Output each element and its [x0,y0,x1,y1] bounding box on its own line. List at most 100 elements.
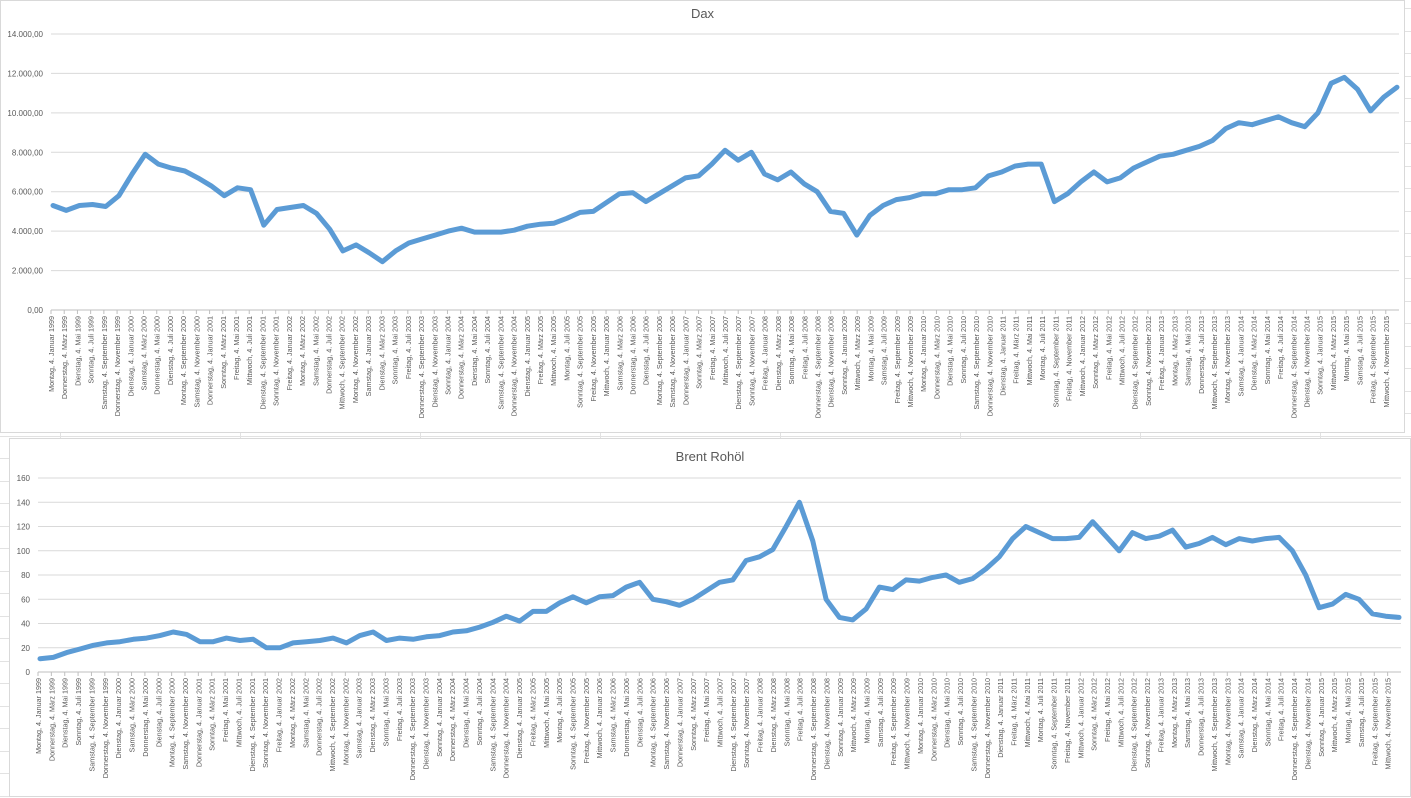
x-tick-label: Sonntag, 4. Januar 2004 [443,316,452,395]
x-tick-label: Dienstag, 4. Juli 2006 [642,316,651,385]
x-tick-label: Samstag, 4. Juli 2009 [880,316,889,385]
x-tick-label: Freitag, 4. November 2011 [1063,678,1072,763]
x-tick-label: Freitag, 4. Juli 2014 [1276,316,1285,379]
x-tick-label: Freitag, 4. Juli 2008 [796,678,805,741]
x-tick-label: Sonntag, 4. Mai 2008 [782,678,791,746]
x-tick-label: Sonntag, 4. November 2012 [1144,316,1153,406]
x-tick-label: Mittwoch, 4. Juli 2007 [721,316,730,385]
y-tick-label: 8.000,00 [12,148,44,157]
x-tick-label: Montag, 4. März 2013 [1170,316,1179,386]
y-tick-label: 140 [17,498,31,507]
brent-chart[interactable]: Brent Rohöl 0 20 40 60 80 100 120 140 160 Montag,… [9,438,1411,797]
x-tick-label: Sonntag, 4. Januar 2009 [836,678,845,757]
x-tick-label: Donnerstag, 4. Juli 2013 [1197,316,1206,394]
x-tick-label: Sonntag, 4. Juli 1999 [74,678,83,746]
x-tick-label: Sonntag, 4. November 2007 [742,678,751,768]
x-tick-label: Dienstag, 4. Januar 2000 [114,678,123,758]
x-tick-label: Sonntag, 4. September 2005 [569,678,578,770]
chart-title: Brent Rohöl [675,449,745,464]
x-tick-label: Dienstag, 4. März 2014 [1250,678,1259,752]
x-tick-label: Samstag, 4. Januar 2014 [1237,678,1246,758]
x-tick-label: Montag, 4. November 2002 [341,678,350,765]
x-tick-label: Dienstag, 4. November 2003 [422,678,431,770]
x-tick-label: Donnerstag, 4. September 2003 [417,316,426,418]
x-tick-label: Mittwoch, 4. Juli 2012 [1116,678,1125,747]
x-tick-label: Dienstag, 4. November 2003 [430,316,439,408]
x-tick-label: Donnerstag, 4. März 2010 [932,316,941,399]
x-tick-label: Dienstag, 4. November 2008 [827,316,836,408]
x-tick-label: Montag, 4. November 2013 [1223,316,1232,403]
x-tick-label: Dienstag, 4. Januar 2011 [999,316,1008,396]
x-tick-label: Freitag, 4. Mai 2012 [1103,678,1112,742]
x-tick-label: Donnerstag, 4. November 1999 [101,678,110,778]
data-series-line[interactable] [37,499,1402,662]
x-tick-label: Montag, 4. Juli 2005 [562,316,571,381]
x-tick-label: Freitag, 4. September 2015 [1369,316,1378,404]
x-tick-label: Samstag, 4. September 1999 [100,316,109,410]
x-tick-label: Freitag, 4. September 2015 [1370,678,1379,766]
x-tick-label: Freitag, 4. Januar 2013 [1157,316,1166,390]
x-tick-label: Montag, 4. Januar 1999 [47,316,56,392]
x-tick-label: Samstag, 4. März 2000 [140,316,149,390]
x-tick-label: Samstag, 4. März 2006 [609,678,618,752]
x-tick-label: Freitag, 4. Mai 2001 [221,678,230,742]
x-tick-label: Freitag, 4. Mai 2012 [1104,316,1113,380]
x-tick-label: Dienstag, 4. September 2001 [258,316,267,410]
dax-chart[interactable]: Dax 0,00 2.000,00 4.000,00 6.000,00 8.000,00… [0,0,1405,433]
x-tick-label: Samstag, 4. September 2010 [972,316,981,410]
y-tick-label: 100 [17,547,31,556]
x-tick-label: Montag, 4. Januar 2010 [916,678,925,754]
x-tick-label: Montag, 4. November 2013 [1223,678,1232,765]
x-tick-label: Dienstag, 4. September 2007 [734,316,743,410]
y-tick-label: 120 [17,523,31,532]
brent-plot-area: 0 20 40 60 80 100 120 140 160 Montag, 4. Januar 1… [17,474,1402,780]
x-tick-label: Mittwoch, 4. Januar 2012 [1078,316,1087,396]
x-tick-label: Mittwoch, 4. November 2009 [906,316,915,407]
x-tick-label: Montag, 4. März 2002 [298,316,307,386]
x-tick-label: Donnerstag, 4. März 2010 [929,678,938,761]
x-tick-label: Sonntag, 4. November 2001 [272,316,281,406]
x-tick-label: Donnerstag, 4. September 2014 [1290,678,1299,780]
x-tick-label: Donnerstag, 4. September 2008 [809,678,818,780]
data-series-line[interactable] [50,74,1400,265]
dax-plot-area: 0,00 2.000,00 4.000,00 6.000,00 8.000,00 10.0… [7,30,1400,418]
x-tick-label: Mittwoch, 4. November 2009 [903,678,912,769]
x-tick-label: Montag, 4. März 2002 [288,678,297,748]
x-tick-label: Dienstag, 4. Juli 2006 [635,678,644,747]
x-tick-label: Dienstag, 4. Mai 1999 [73,316,82,386]
x-tick-label: Montag, 4. Januar 1999 [34,678,43,754]
x-tick-label: Samstag, 4. September 2010 [969,678,978,772]
x-tick-label: Sonntag, 4. September 2011 [1051,316,1060,407]
x-tick-label: Mittwoch, 4. September 2013 [1210,316,1219,410]
x-tick-label: Dienstag, 4. September 2012 [1130,678,1139,772]
x-tick-label: Freitag, 4. September 2009 [893,316,902,404]
x-tick-label: Samstag, 4. Januar 2003 [355,678,364,758]
x-tick-label: Mittwoch, 4. Januar 2006 [595,678,604,758]
x-tick-label: Donnerstag, 4. Januar 2007 [681,316,690,405]
x-tick-label: Donnerstag, 4. November 1999 [113,316,122,416]
y-tick-label: 160 [17,474,31,483]
x-tick-label: Freitag, 4. Juli 2003 [404,316,413,379]
x-tick-label: Donnerstag, 4. November 2004 [510,316,519,416]
y-tick-label: 20 [21,644,30,653]
x-tick-label: Montag, 4. September 2000 [168,678,177,767]
x-tick-label: Dienstag, 4. November 2008 [822,678,831,770]
x-tick-label: Mittwoch, 4. Juli 2012 [1117,316,1126,385]
x-tick-label: Dienstag, 4. Mai 1999 [61,678,70,748]
x-tick-label: Sonntag, 4. Juli 2010 [959,316,968,384]
x-tick-label: Montag, 4. Juli 2011 [1038,316,1047,380]
x-tick-label: Samstag, 4. März 2000 [128,678,137,752]
x-tick-label: Donnerstag, 4. November 2004 [502,678,511,778]
x-tick-label: Sonntag, 4. Januar 2015 [1316,316,1325,395]
x-tick-label: Freitag, 4. Januar 2002 [275,678,284,752]
x-tick-label: Sonntag, 4. März 2007 [695,316,704,389]
x-tick-label: Samstag, 4. Mai 2013 [1183,678,1192,748]
sheet-row-line [0,435,1411,437]
x-tick-label: Sonntag, 4. Mai 2003 [381,678,390,746]
x-tick-label: Sonntag, 4. Mai 2003 [391,316,400,384]
x-tick-label: Mittwoch, 4. November 2015 [1384,678,1393,769]
x-tick-label: Mittwoch, 4. Juli 2001 [234,678,243,747]
y-tick-label: 2.000,00 [12,267,44,276]
x-tick-label: Dienstag, 4. Mai 2004 [462,678,471,748]
x-tick-label: Dienstag, 4. März 2008 [774,316,783,390]
